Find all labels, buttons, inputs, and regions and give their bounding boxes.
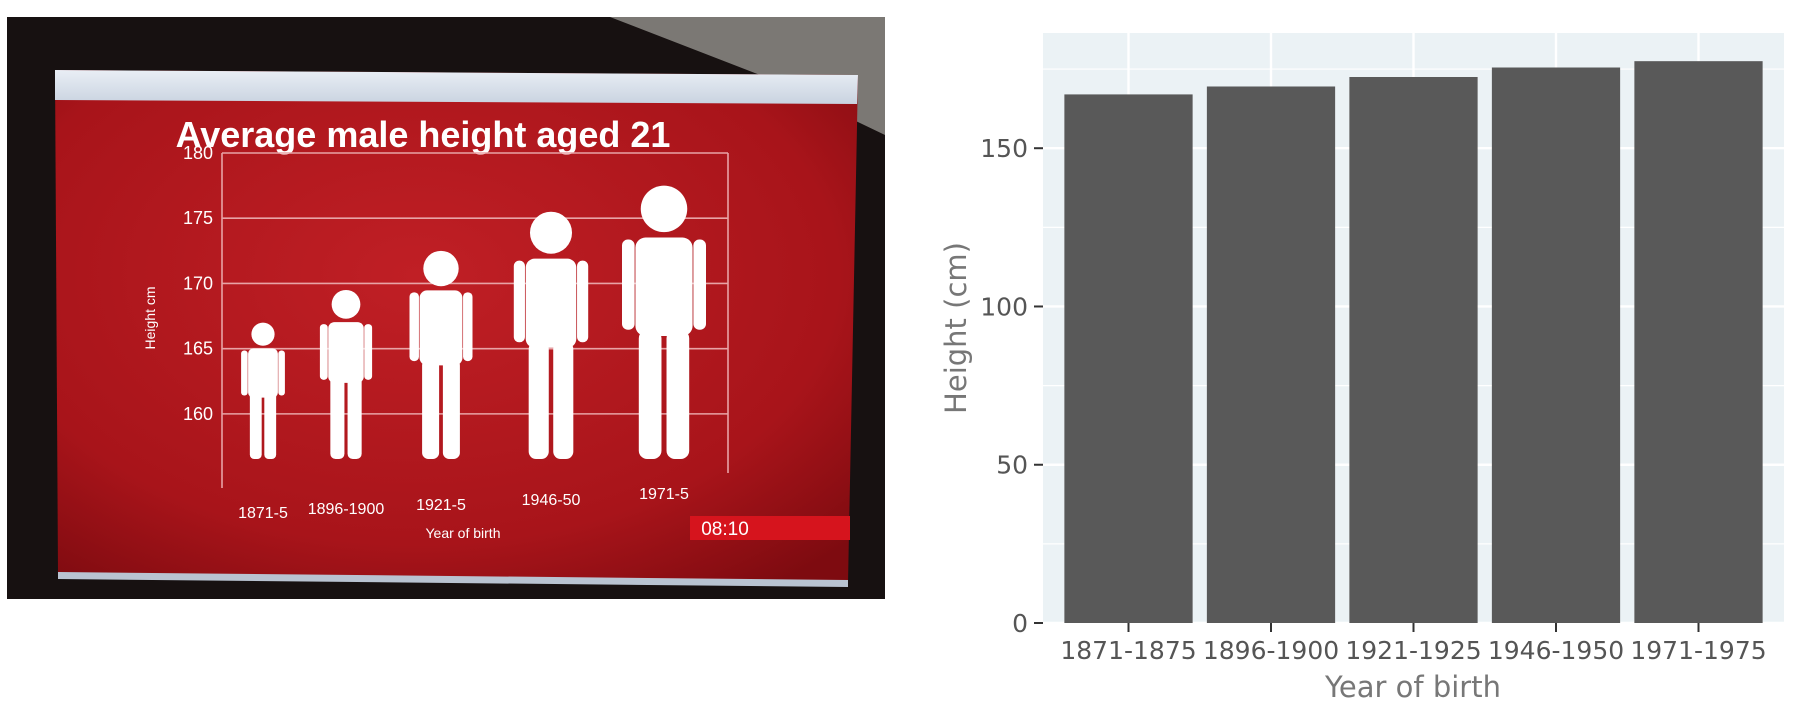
screen-top-strip (55, 70, 858, 104)
tv-figure-torso (525, 258, 577, 348)
tv-y-tick-label: 175 (183, 208, 213, 228)
tv-figure-leg-right (442, 359, 460, 459)
background-blinds (610, 17, 885, 135)
tv-person-figure (409, 250, 473, 459)
tv-y-tick-label: 160 (183, 404, 213, 424)
tv-person-figure (241, 322, 285, 459)
tv-figure-arm-right (278, 350, 285, 396)
gg-bar (1349, 76, 1478, 624)
tv-chart-title: Average male height aged 21 (176, 114, 671, 155)
tv-figure-arm-left (319, 324, 328, 380)
tv-x-tick-label: 1896-1900 (308, 501, 385, 518)
tv-figure-torso (328, 322, 364, 383)
tv-figure-arm-left (409, 292, 419, 362)
tv-figure-arm-right (693, 239, 706, 330)
tv-figure-torso (635, 237, 693, 336)
tv-figure-arm-right (577, 260, 589, 343)
gg-x-tick-label: 1896-1900 (1203, 636, 1339, 665)
gg-y-tick-label: 50 (996, 451, 1028, 480)
tv-figure-head (423, 250, 459, 287)
tv-person-figure (513, 211, 589, 459)
tv-figure-arm-right (364, 324, 373, 380)
tv-x-tick-label: 1921-5 (416, 497, 466, 514)
tv-figure-leg-right (264, 391, 277, 459)
tv-figure-head (640, 185, 688, 233)
tv-x-axis-label: Year of birth (426, 525, 501, 541)
tv-y-axis-label: Height cm (142, 286, 158, 349)
tv-figure-leg-right (347, 376, 362, 459)
screen-bottom-strip (58, 572, 848, 587)
tv-person-figure (622, 185, 706, 459)
tv-figure-head (331, 289, 361, 319)
tv-figure-leg-left (249, 391, 262, 459)
tv-figure-arm-left (241, 350, 248, 396)
tv-y-tick-label: 170 (183, 273, 213, 293)
gg-bar (1634, 61, 1763, 624)
tv-figure-leg-right (553, 341, 574, 459)
tv-y-tick-labels: 160 165 170 175 180 (183, 143, 213, 424)
tv-x-tick-label: 1946-50 (522, 492, 581, 509)
tv-figure-leg-left (330, 376, 345, 459)
gg-chart: 0 50 100 150 1871-1875 1896-1900 1921-1925 194… (939, 33, 1784, 704)
tv-chart: Average male height aged 21 160 165 170 175… (142, 114, 749, 541)
gg-y-tick-label: 100 (980, 292, 1028, 321)
tv-y-tick-label: 180 (183, 143, 213, 163)
tv-figure-arm-right (463, 292, 473, 362)
tv-timestamp: 08:10 (701, 519, 749, 540)
tv-figure-head (251, 322, 275, 346)
gg-x-tick-label: 1871-1875 (1060, 636, 1196, 665)
tv-x-tick-label: 1871-5 (238, 505, 288, 522)
gg-x-axis-label: Year of birth (1324, 670, 1501, 704)
tv-figure-torso (419, 290, 463, 366)
tv-figure-leg-left (422, 359, 440, 459)
tv-figure-leg-left (528, 341, 549, 459)
tv-figure-torso (248, 348, 278, 398)
gg-y-ticks: 0 50 100 150 (980, 134, 1043, 638)
gg-x-tick-label: 1971-1975 (1630, 636, 1766, 665)
ticker-bar (690, 516, 850, 540)
tv-figure-leg-left (638, 329, 662, 459)
gg-bars (1064, 61, 1763, 624)
gg-x-ticks: 1871-1875 1896-1900 1921-1925 1946-1950 1971… (1060, 623, 1767, 665)
tv-figure-head (529, 211, 573, 254)
gg-y-axis-label: Height (cm) (939, 242, 973, 414)
gg-y-tick-label: 150 (980, 134, 1028, 163)
tv-y-tick-label: 165 (183, 339, 213, 359)
gg-bar (1064, 94, 1193, 623)
gg-bar (1491, 67, 1621, 623)
tv-x-tick-labels: 1871-5 1896-1900 1921-5 1946-50 1971-5 (238, 486, 689, 522)
tv-figure-arm-left (622, 239, 635, 330)
gg-y-tick-label: 0 (1012, 609, 1028, 638)
tv-person-figure (319, 289, 373, 459)
gg-x-tick-label: 1946-1950 (1488, 636, 1624, 665)
tv-photo: Average male height aged 21 160 165 170 175… (7, 17, 885, 599)
tv-person-figures (241, 185, 706, 459)
tv-figure-arm-left (513, 260, 525, 343)
gg-bar (1206, 86, 1336, 623)
gg-x-tick-label: 1921-1925 (1345, 636, 1481, 665)
tv-figure-leg-right (666, 329, 690, 459)
tv-x-tick-label: 1971-5 (639, 486, 689, 503)
